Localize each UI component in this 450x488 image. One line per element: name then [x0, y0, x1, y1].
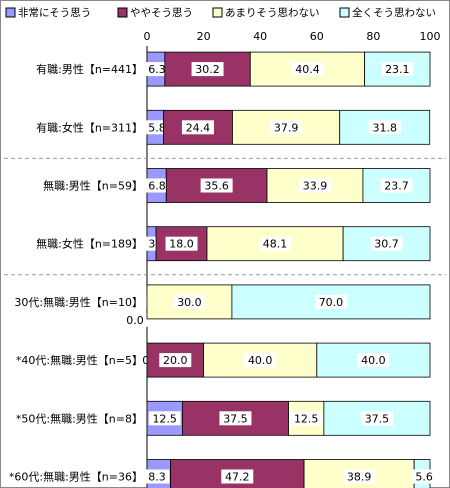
legend-label-1: 非常にそう思う	[18, 6, 91, 19]
value-label-row7-series1: 12.5	[152, 412, 177, 425]
value-label-bg-row7-series2	[219, 411, 252, 426]
value-label-bg-row5-series4	[314, 294, 347, 309]
x-tick-label-100: 100	[420, 30, 441, 43]
value-label-bg-row1-series2	[191, 62, 224, 77]
value-label-row6-series4: 40.0	[361, 354, 386, 367]
value-label-row5-series2: 0.0	[126, 314, 144, 327]
category-label-3: 無職:男性【n=59】	[43, 179, 143, 193]
x-tick-label-0: 0	[144, 30, 151, 43]
value-label-bg-row2-series2	[181, 120, 214, 135]
legend-swatch-4	[339, 7, 350, 18]
legend-swatch-3	[212, 7, 223, 18]
value-label-row8-series1: 8.3	[148, 471, 166, 484]
legend: 非常にそう思う ややそう思う あまりそう思わない 全くそう思わない	[5, 6, 436, 19]
value-label-row8-series2: 47.2	[225, 471, 250, 484]
value-label-row2-series2: 24.4	[186, 121, 211, 134]
legend-label-4: 全くそう思わない	[352, 6, 436, 19]
value-label-row3-series4: 23.7	[384, 180, 409, 193]
x-tick-label-80: 80	[366, 30, 380, 43]
value-label-row1-series3: 40.4	[295, 63, 320, 76]
value-label-bg-row1-series3	[291, 62, 324, 77]
value-label-bg-row5-series3	[173, 294, 206, 309]
value-label-bg-row5-series2	[122, 312, 148, 327]
value-label-row3-series2: 35.6	[204, 180, 229, 193]
value-label-row7-series4: 37.5	[365, 412, 390, 425]
value-label-bg-row4-series3	[259, 236, 292, 251]
value-label-row6-series3: 40.0	[248, 354, 273, 367]
value-label-row5-series4: 70.0	[319, 296, 344, 309]
category-labels: 有職:男性【n=441】有職:女性【n=311】無職:男性【n=59】無職:女性…	[9, 62, 143, 483]
x-tick-label-60: 60	[310, 30, 324, 43]
value-label-row5-series3: 30.0	[177, 296, 202, 309]
value-label-bg-row3-series3	[298, 178, 331, 193]
bar-row1-series4	[364, 51, 431, 87]
value-label-bg-row1-series1	[144, 62, 170, 77]
value-label-row1-series2: 30.2	[195, 63, 220, 76]
x-tick-label-20: 20	[197, 30, 211, 43]
value-label-row8-series4: 5.6	[415, 471, 433, 484]
value-label-bg-row3-series4	[380, 178, 413, 193]
value-label-bg-row8-series2	[221, 469, 254, 484]
value-label-bg-row6-series4	[357, 353, 390, 368]
category-label-7: *50代:無職:男性【n=8】	[16, 411, 143, 425]
value-label-bg-row2-series3	[270, 120, 303, 135]
value-label-bg-row8-series3	[343, 469, 376, 484]
value-label-bg-row2-series4	[368, 120, 401, 135]
value-label-row1-series4: 23.1	[385, 63, 410, 76]
x-tick-label-40: 40	[253, 30, 267, 43]
value-label-row4-series3: 48.1	[263, 238, 288, 251]
category-label-1: 有職:男性【n=441】	[36, 62, 143, 76]
group-separators	[4, 157, 446, 276]
value-label-bg-row6-series2	[159, 353, 192, 368]
value-label-bg-row8-series4	[411, 469, 437, 484]
category-label-4: 無職:女性【n=189】	[36, 237, 143, 251]
bars: 6.3 30.2 40.4 23.1 5.8 24.4 37.9 31.8 6.8 35.6 33.…	[122, 51, 437, 488]
value-label-row2-series1: 5.8	[148, 121, 166, 134]
category-label-2: 有職:女性【n=311】	[36, 120, 143, 134]
legend-swatch-1	[5, 7, 16, 18]
value-label-row3-series1: 6.8	[148, 180, 166, 193]
category-label-5: 30代:無職:男性【n=10】	[14, 295, 143, 309]
value-label-bg-row6-series3	[244, 353, 277, 368]
value-label-row7-series2: 37.5	[223, 412, 248, 425]
category-label-6: *40代:無職:男性【n=5】	[16, 353, 143, 367]
legend-label-3: あまりそう思わない	[225, 7, 320, 19]
value-label-bg-row7-series1	[148, 411, 181, 426]
value-label-bg-row3-series1	[144, 178, 170, 193]
value-label-row4-series4: 30.7	[374, 238, 399, 251]
value-label-bg-row7-series4	[360, 411, 393, 426]
value-label-bg-row1-series4	[381, 62, 414, 77]
value-label-row6-series2: 20.0	[163, 354, 188, 367]
value-label-bg-row8-series1	[144, 469, 170, 484]
value-label-row7-series3: 12.5	[294, 412, 319, 425]
value-label-row1-series1: 6.3	[148, 63, 166, 76]
legend-swatch-2	[117, 7, 128, 18]
value-label-bg-row7-series3	[290, 411, 323, 426]
value-label-row4-series2: 18.0	[169, 238, 194, 251]
value-label-bg-row4-series2	[165, 236, 198, 251]
value-label-bg-row3-series2	[200, 178, 233, 193]
value-label-row3-series3: 33.9	[303, 180, 328, 193]
value-label-bg-row4-series4	[370, 236, 403, 251]
legend-label-2: ややそう思う	[130, 7, 193, 19]
value-label-row2-series4: 31.8	[372, 121, 397, 134]
value-label-row2-series3: 37.9	[274, 121, 299, 134]
category-label-8: *60代:無職:男性【n=36】	[9, 470, 143, 484]
value-label-row8-series3: 38.9	[347, 471, 372, 484]
